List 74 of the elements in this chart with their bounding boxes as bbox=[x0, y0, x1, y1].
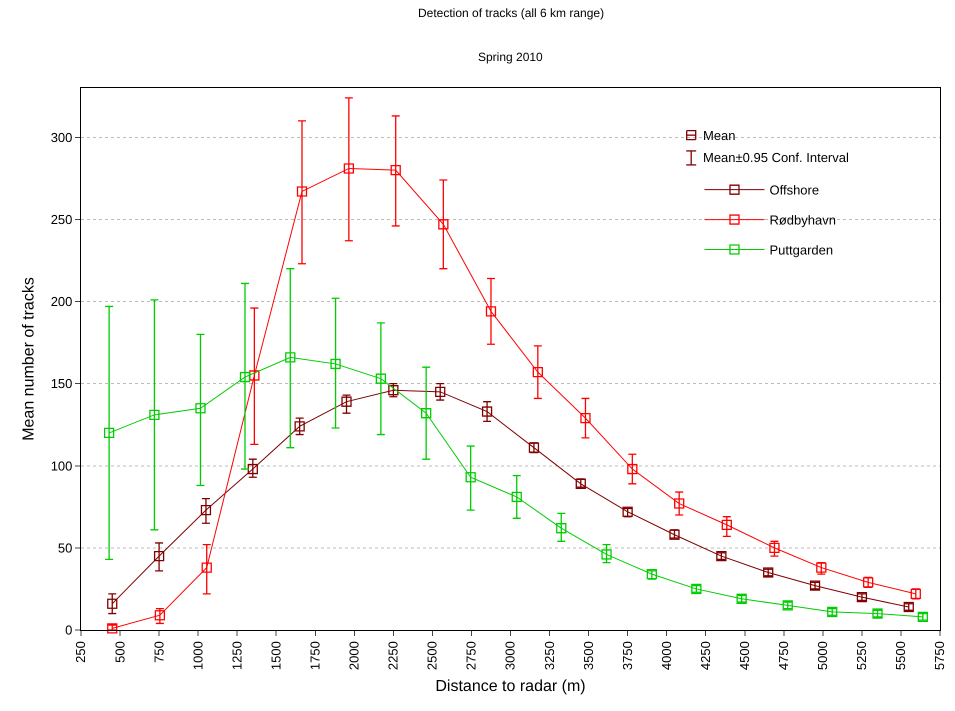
x-tick-label: 1750 bbox=[307, 641, 322, 670]
x-tick-label: 3500 bbox=[580, 641, 596, 670]
point bbox=[107, 598, 118, 609]
x-tick-label: 4250 bbox=[698, 641, 713, 670]
point bbox=[580, 412, 591, 424]
point bbox=[107, 623, 118, 634]
point bbox=[421, 408, 432, 418]
y-axis-title: Mean number of tracks bbox=[20, 277, 38, 441]
chart-subtitle: Spring 2010 bbox=[478, 50, 544, 64]
point bbox=[466, 472, 476, 482]
point bbox=[435, 386, 446, 397]
y-tick-label: 100 bbox=[50, 458, 72, 474]
x-tick-label: 3750 bbox=[620, 641, 635, 670]
x-tick-label: 250 bbox=[73, 641, 88, 663]
x-tick-label: 3000 bbox=[502, 641, 518, 670]
x-tick-label: 5750 bbox=[932, 641, 948, 670]
x-tick-label: 5500 bbox=[893, 641, 908, 670]
y-tick-label: 250 bbox=[50, 212, 72, 227]
x-tick-label: 4000 bbox=[658, 641, 674, 670]
point bbox=[341, 396, 352, 407]
point bbox=[769, 542, 780, 554]
point bbox=[512, 492, 522, 502]
x-tick-label: 4750 bbox=[776, 641, 792, 670]
x-tick-label: 3250 bbox=[542, 641, 557, 670]
x-tick-label: 1250 bbox=[229, 641, 244, 670]
point bbox=[390, 164, 401, 176]
x-tick-label: 2000 bbox=[346, 641, 362, 670]
point bbox=[556, 523, 566, 534]
legend-label: Puttgarden bbox=[769, 242, 834, 258]
annotation: Mean bbox=[703, 128, 736, 143]
point bbox=[532, 366, 543, 378]
legend-label: Offshore bbox=[769, 182, 820, 198]
x-tick-label: 2500 bbox=[424, 641, 440, 670]
chart-title: Detection of tracks (all 6 km range) bbox=[418, 6, 604, 20]
point bbox=[149, 410, 160, 420]
x-tick-label: 1000 bbox=[190, 641, 206, 670]
x-tick-label: 4500 bbox=[736, 641, 752, 670]
point bbox=[486, 306, 496, 317]
point bbox=[482, 406, 492, 417]
y-tick-label: 300 bbox=[50, 130, 72, 145]
point bbox=[285, 352, 296, 363]
point bbox=[248, 464, 258, 474]
point bbox=[154, 550, 164, 562]
point bbox=[601, 549, 612, 560]
y-tick-label: 200 bbox=[50, 294, 72, 310]
point bbox=[104, 428, 114, 438]
x-tick-label: 5000 bbox=[815, 641, 830, 670]
x-tick-label: 5250 bbox=[854, 641, 870, 670]
point bbox=[200, 504, 212, 516]
annotation: Mean±0.95 Conf. Interval bbox=[703, 150, 849, 165]
x-axis-title: Distance to radar (m) bbox=[435, 678, 586, 695]
point bbox=[240, 372, 250, 382]
x-tick-label: 750 bbox=[151, 641, 166, 663]
point bbox=[195, 403, 206, 414]
point bbox=[249, 370, 260, 381]
point bbox=[722, 520, 732, 530]
y-tick-label: 50 bbox=[58, 540, 72, 556]
point bbox=[294, 421, 305, 432]
x-tick-label: 2250 bbox=[386, 641, 401, 670]
point bbox=[344, 163, 354, 174]
y-tick-label: 0 bbox=[65, 622, 72, 638]
point bbox=[627, 464, 638, 474]
x-tick-label: 2750 bbox=[464, 641, 479, 670]
point bbox=[376, 374, 386, 384]
point bbox=[438, 219, 448, 230]
y-tick-label: 150 bbox=[50, 376, 72, 392]
x-tick-label: 500 bbox=[112, 641, 128, 663]
point bbox=[202, 562, 212, 573]
point bbox=[154, 610, 166, 620]
point bbox=[330, 358, 341, 370]
point bbox=[296, 186, 308, 197]
point bbox=[674, 498, 684, 509]
x-tick-label: 1500 bbox=[268, 641, 284, 670]
legend-label: Rødbyhavn bbox=[769, 212, 836, 228]
